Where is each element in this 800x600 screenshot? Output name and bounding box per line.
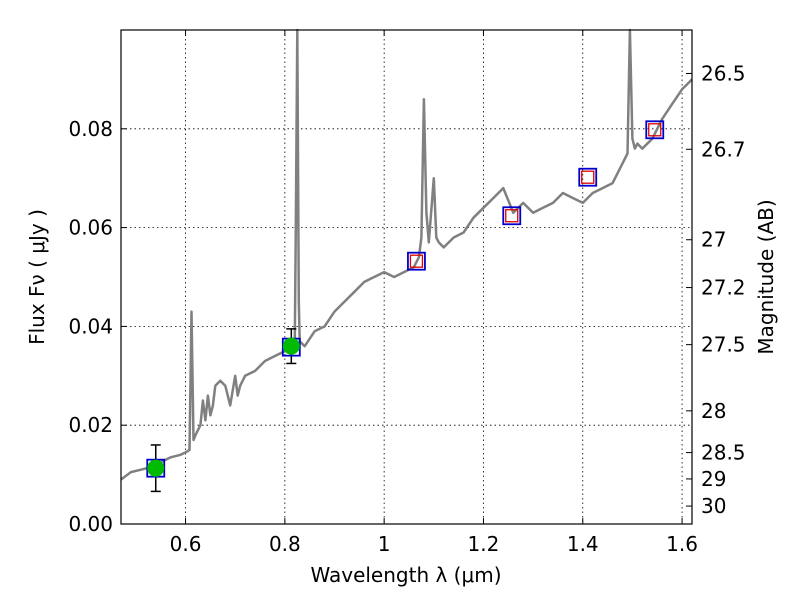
y-tick-label: 0.00: [68, 512, 113, 536]
observed-photometry-marker: [645, 120, 665, 140]
model-photometry-marker: [581, 170, 595, 184]
model-photometry-marker: [409, 254, 424, 268]
mag-tick-label: 28: [701, 399, 726, 423]
axes: 0.6 0.8 1 1.2 1.4 1.6 0.00 0.02 0.04 0.06 0.08 26.5…: [68, 30, 746, 556]
model-photometry-marker: [648, 123, 662, 137]
mag-tick-label: 27.5: [701, 333, 746, 357]
x-tick-label: 1.2: [468, 532, 500, 556]
mag-tick-label: 27: [701, 228, 726, 252]
mag-tick-label: 26.7: [701, 137, 746, 161]
flux-point: [282, 337, 300, 355]
mag-tick-label: 27.2: [701, 276, 746, 300]
mag-tick-label: 30: [701, 494, 726, 518]
observed-photometry-marker: [502, 206, 522, 226]
x-tick-label: 0.8: [269, 532, 301, 556]
x-tick-label: 1.4: [567, 532, 599, 556]
x-tick-label: 1: [378, 532, 391, 556]
x-tick-label: 0.6: [170, 532, 202, 556]
x-axis-title: Wavelength λ (μm): [310, 563, 501, 587]
y-tick-label: 0.06: [68, 216, 113, 240]
y2-axis-title: Magnitude (AB): [754, 199, 778, 354]
mag-tick-label: 28.5: [701, 441, 746, 465]
mag-tick-label: 29: [701, 467, 726, 491]
plot-area: [121, 30, 692, 524]
model-photometry-marker: [505, 209, 519, 223]
mag-tick-label: 26.5: [701, 61, 746, 85]
series-layer: [120, 28, 693, 493]
y-axis-title: Flux Fν ( μJy ): [25, 209, 49, 345]
observed-photometry-marker: [407, 251, 426, 271]
observed-photometry-marker: [578, 167, 598, 187]
y-tick-label: 0.08: [68, 117, 113, 141]
y-tick-label: 0.02: [68, 413, 113, 437]
spectrum-line: [120, 28, 693, 481]
plot-frame: [120, 29, 693, 525]
grid: [121, 30, 692, 524]
x-tick-label: 1.6: [666, 532, 698, 556]
y-tick-label: 0.04: [68, 314, 113, 338]
flux-point: [147, 459, 165, 477]
